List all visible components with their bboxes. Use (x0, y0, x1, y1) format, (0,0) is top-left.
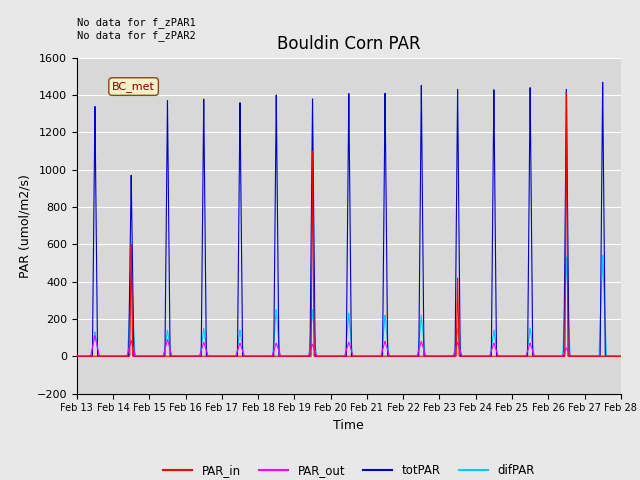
X-axis label: Time: Time (333, 419, 364, 432)
Text: BC_met: BC_met (112, 81, 155, 92)
Y-axis label: PAR (umol/m2/s): PAR (umol/m2/s) (18, 174, 31, 277)
Text: No data for f_zPAR1
No data for f_zPAR2: No data for f_zPAR1 No data for f_zPAR2 (77, 17, 196, 41)
Title: Bouldin Corn PAR: Bouldin Corn PAR (277, 35, 420, 53)
Legend: PAR_in, PAR_out, totPAR, difPAR: PAR_in, PAR_out, totPAR, difPAR (158, 459, 540, 480)
